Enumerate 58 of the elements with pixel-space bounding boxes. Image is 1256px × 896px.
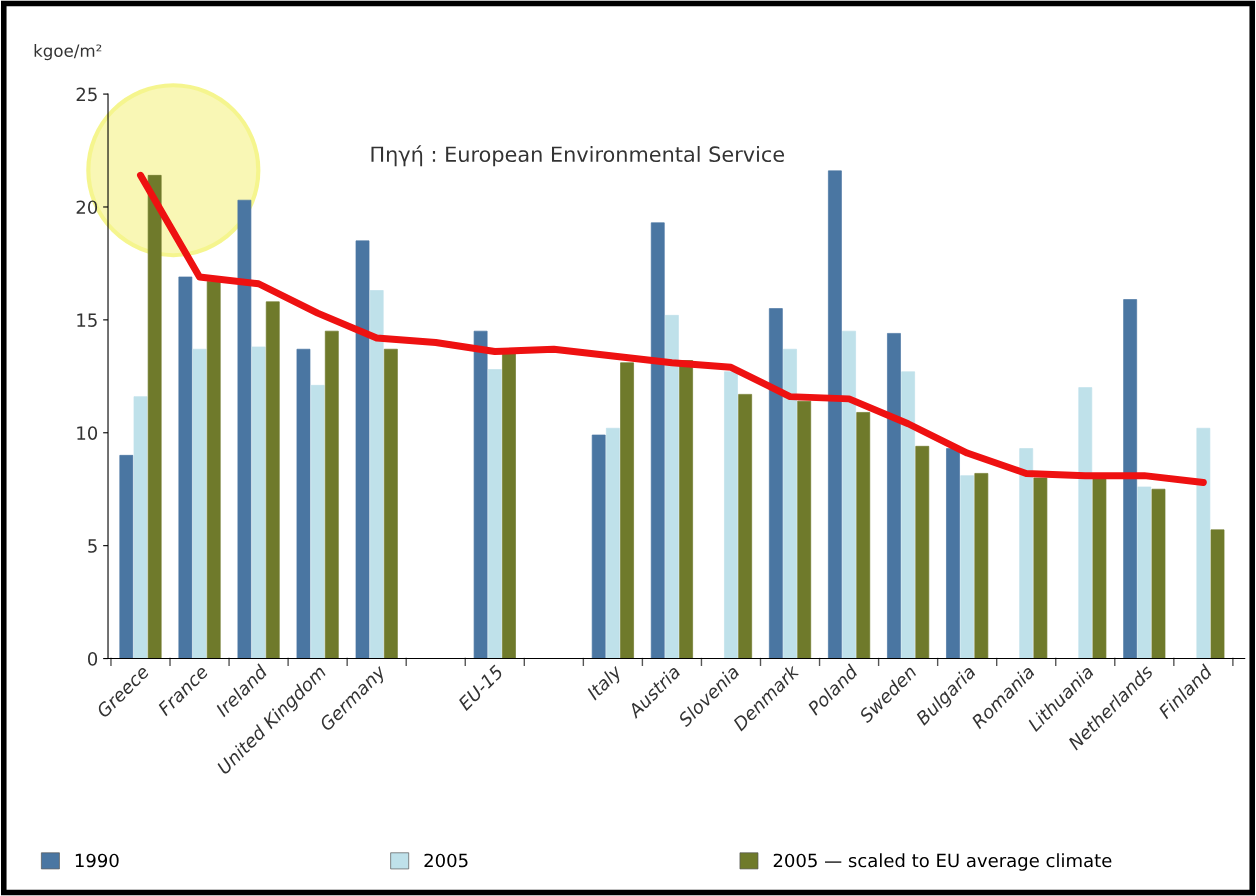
legend-label: 2005 [424, 853, 468, 868]
bar [620, 362, 634, 659]
bar [1123, 299, 1138, 659]
bar [324, 330, 339, 659]
annotation: Πηγή : European Environmental Service [371, 145, 785, 167]
bar [296, 348, 311, 659]
bar [237, 199, 252, 659]
bar [915, 445, 930, 659]
bar [487, 369, 502, 659]
bar [591, 434, 606, 659]
bar [1019, 448, 1034, 659]
bar [665, 315, 679, 659]
bar [768, 308, 783, 659]
bar [1092, 477, 1107, 659]
bar [251, 346, 266, 659]
bar [797, 400, 812, 659]
bar [1033, 477, 1048, 659]
bar [355, 240, 370, 659]
bar [606, 427, 620, 659]
bar [679, 360, 693, 659]
y-tick-label: 25 [76, 87, 97, 102]
y-tick-label: 0 [88, 652, 98, 666]
bar [887, 333, 901, 659]
bar [1210, 529, 1225, 659]
bar [265, 301, 280, 659]
bar [206, 281, 221, 659]
bar [310, 385, 325, 659]
bar [901, 371, 915, 659]
bar [119, 455, 134, 659]
bar [1196, 427, 1211, 659]
bar [783, 348, 797, 659]
bar [147, 175, 162, 659]
bar [724, 371, 738, 659]
legend-label: 1990 [75, 853, 119, 868]
bar [473, 330, 488, 659]
bar [1078, 387, 1093, 659]
bar [369, 290, 384, 659]
bar [502, 353, 516, 659]
bar [192, 348, 207, 659]
bar [960, 475, 975, 659]
bar [1137, 486, 1152, 659]
bar [738, 394, 753, 659]
bar [383, 348, 398, 659]
bar [946, 448, 960, 659]
y-tick-label: 20 [76, 200, 98, 215]
y-tick-label: 5 [88, 539, 97, 553]
bar [1151, 488, 1166, 659]
bar [178, 276, 193, 659]
y-axis-title: kgoe/m² [34, 44, 102, 61]
legend-label: 2005 — scaled to EU average climate [773, 853, 1112, 871]
y-tick-label: 15 [77, 313, 97, 327]
bar [842, 330, 856, 659]
bar [133, 396, 148, 659]
y-tick-label: 10 [77, 426, 98, 440]
bar [650, 222, 665, 659]
bar [974, 473, 989, 659]
bar [828, 170, 842, 659]
bar [856, 412, 871, 659]
